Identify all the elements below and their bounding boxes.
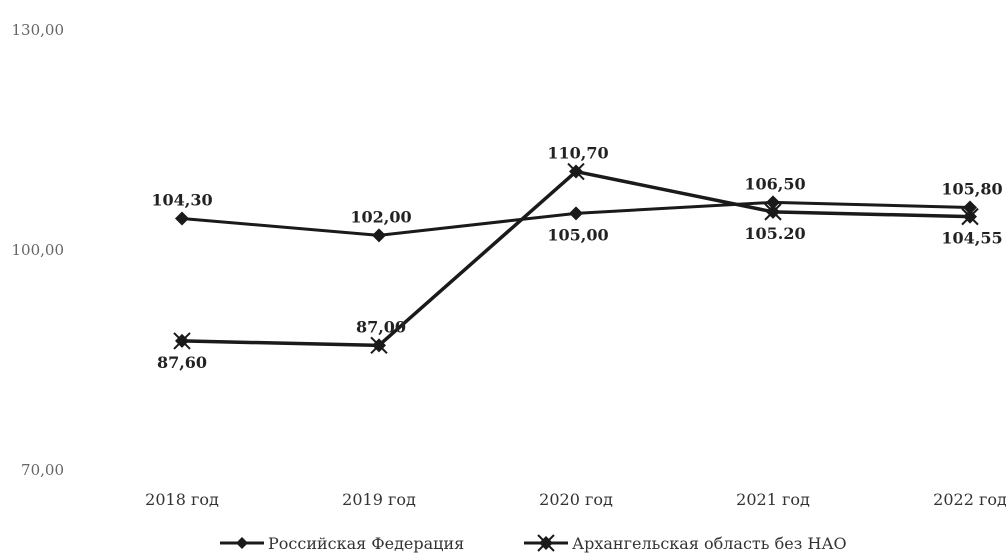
series-2: 87,60 87,00 110,70 105.20 104,55	[157, 144, 1003, 372]
series-1: 104,30 102,00 105,00 106,50 105,80	[151, 174, 1002, 244]
data-point	[175, 211, 189, 226]
legend-label: Российская Федерация	[268, 534, 464, 553]
data-label: 87,00	[356, 317, 406, 336]
data-point	[372, 228, 386, 243]
data-point	[963, 200, 977, 215]
y-tick-label: 100,00	[12, 241, 65, 259]
legend-item: Архангельская область без НАО	[524, 534, 847, 553]
data-point	[961, 207, 979, 226]
data-point	[173, 332, 191, 350]
y-tick-label: 70,00	[21, 461, 64, 479]
legend-marker	[537, 534, 555, 552]
data-point	[569, 206, 583, 221]
data-label: 105,80	[941, 179, 1002, 198]
y-tick-label: 130,00	[12, 21, 65, 39]
y-axis: 70,00 100,00 130,00	[12, 21, 65, 479]
x-tick-label: 2021 год	[736, 490, 810, 509]
plot-area: 104,30 102,00 105,00 106,50 105,80 87,60 87,00…	[151, 144, 1002, 372]
data-label: 104,55	[941, 229, 1002, 248]
series-line	[181, 169, 971, 348]
x-tick-label: 2022 год	[933, 490, 1006, 509]
legend: Российская Федерация Архангельская област…	[220, 534, 847, 553]
data-label: 105.20	[744, 224, 805, 243]
x-tick-label: 2019 год	[342, 490, 416, 509]
data-point	[370, 336, 388, 355]
legend-label: Архангельская область без НАО	[572, 534, 847, 553]
x-axis: 2018 год 2019 год 2020 год 2021 год 2022 год	[145, 490, 1006, 509]
data-label: 105,00	[547, 225, 608, 244]
data-label: 106,50	[744, 174, 805, 193]
data-point	[766, 195, 780, 210]
legend-item: Российская Федерация	[220, 534, 464, 553]
legend-marker	[236, 537, 248, 549]
data-point	[567, 162, 585, 181]
data-label: 102,00	[350, 207, 411, 226]
data-label: 104,30	[151, 190, 212, 209]
x-tick-label: 2018 год	[145, 490, 219, 509]
x-tick-label: 2020 год	[539, 490, 613, 509]
data-point	[764, 203, 782, 221]
data-label: 110,70	[547, 144, 608, 163]
data-label: 87,60	[157, 353, 207, 372]
